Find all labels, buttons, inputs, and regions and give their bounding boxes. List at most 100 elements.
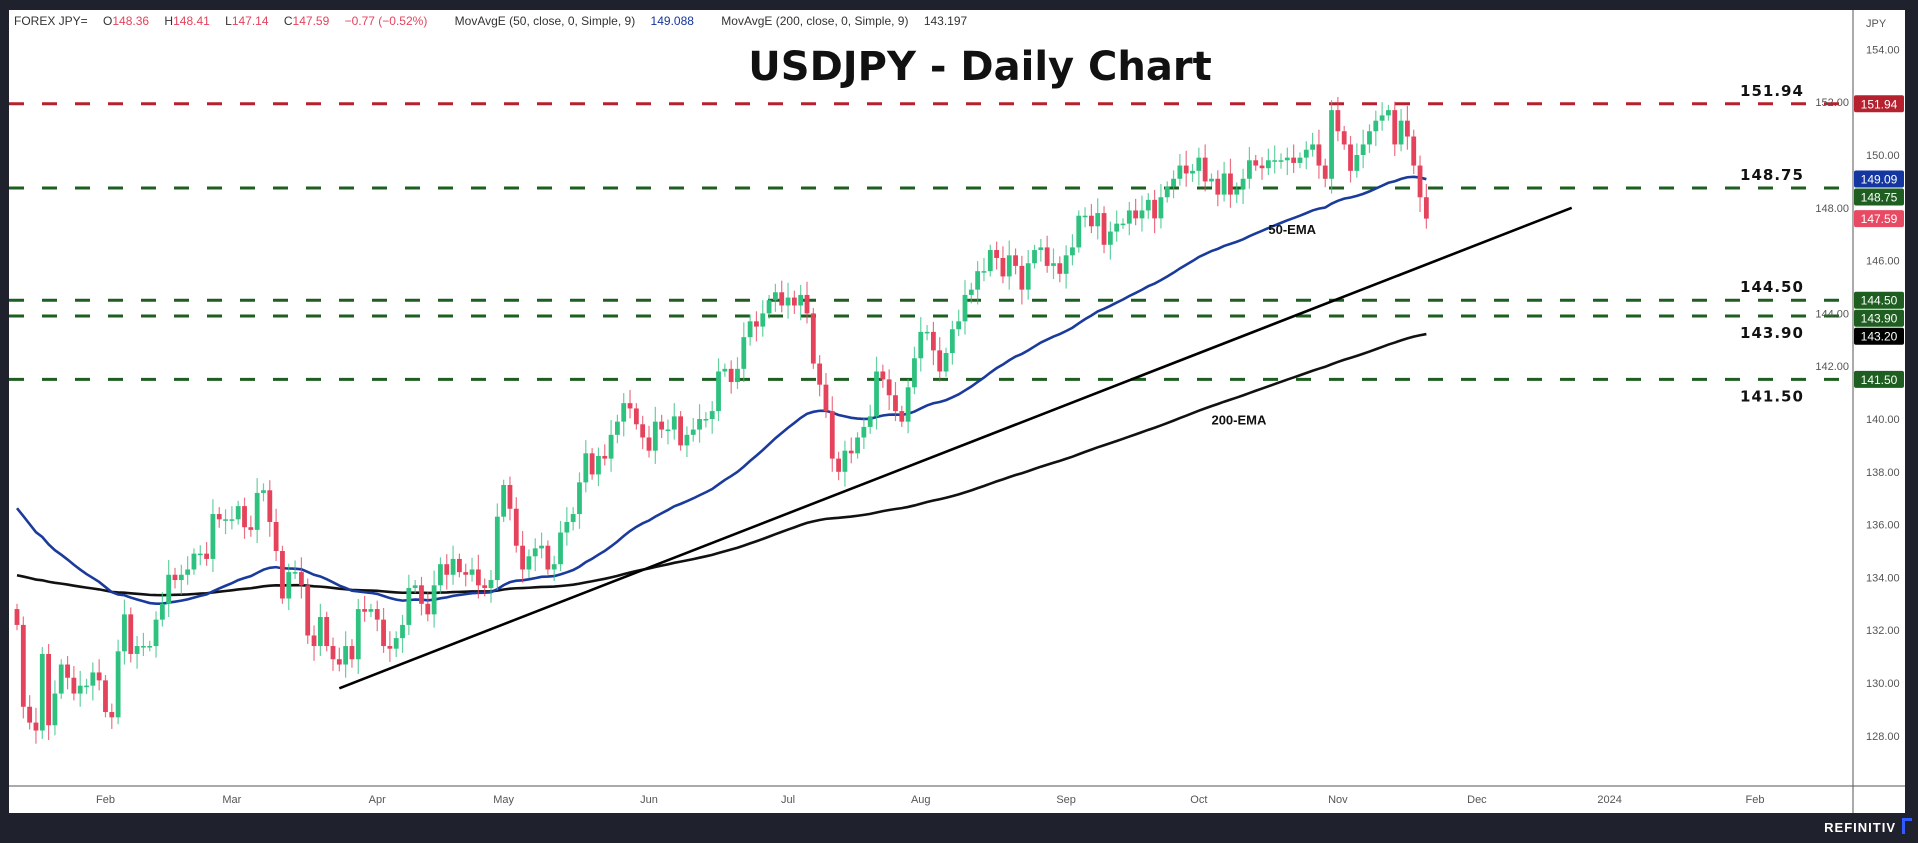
candle-down xyxy=(823,384,829,412)
y-tick-label: 154.00 xyxy=(1866,44,1900,56)
candle-up xyxy=(406,587,412,625)
ma200-label: MovAvgE (200, close, 0, Simple, 9) xyxy=(721,14,909,28)
candle-up xyxy=(968,289,974,295)
y-tick-label: 144.00 xyxy=(1815,308,1849,320)
candle-up xyxy=(987,250,993,272)
candle-up xyxy=(905,387,911,422)
candle-up xyxy=(722,368,728,372)
candle-down xyxy=(280,551,285,599)
candle-down xyxy=(886,379,892,396)
candle-down xyxy=(931,331,936,351)
candle-down xyxy=(1341,131,1347,145)
candle-down xyxy=(545,545,551,570)
low-label: L xyxy=(225,14,232,28)
candle-up xyxy=(1379,115,1385,121)
candle-down xyxy=(71,677,77,694)
price-tag xyxy=(1854,170,1904,188)
high-value: 148.41 xyxy=(173,14,210,28)
candle-up xyxy=(450,558,456,575)
y-tick-label: 142.00 xyxy=(1815,361,1849,373)
candle-up xyxy=(185,569,191,575)
candle-up xyxy=(191,553,197,570)
candle-down xyxy=(728,368,734,383)
candle-up xyxy=(981,271,987,273)
level-label: 141.50 xyxy=(1740,387,1804,405)
candle-up xyxy=(1240,178,1246,190)
candle-down xyxy=(204,553,209,559)
candle-up xyxy=(115,651,121,718)
candle-up xyxy=(690,429,696,435)
candle-up xyxy=(703,419,709,421)
candle-down xyxy=(754,321,759,327)
candle-up xyxy=(1310,144,1315,150)
y-tick-label: 136.00 xyxy=(1866,520,1900,532)
candle-up xyxy=(317,617,323,647)
ma50-value: 149.088 xyxy=(650,14,694,28)
candle-down xyxy=(349,646,355,660)
candle-down xyxy=(46,653,51,726)
candle-up xyxy=(861,426,867,438)
level-label: 143.90 xyxy=(1740,324,1804,342)
candle-up xyxy=(223,519,228,521)
price-tag xyxy=(1854,309,1904,327)
close-label: C xyxy=(283,14,293,28)
candle-up xyxy=(1221,173,1227,195)
x-tick-label: Oct xyxy=(1190,794,1207,806)
candle-up xyxy=(855,437,860,454)
candle-down xyxy=(362,609,367,612)
candle-up xyxy=(583,453,589,483)
candle-down xyxy=(463,572,469,575)
candle-up xyxy=(773,292,778,301)
candle-down xyxy=(425,603,431,615)
candle-up xyxy=(229,519,235,521)
candle-down xyxy=(1411,136,1417,166)
candle-up xyxy=(39,653,45,731)
candle-down xyxy=(128,614,134,654)
x-tick-label: Feb xyxy=(1746,794,1765,806)
candle-up xyxy=(178,574,184,581)
candle-down xyxy=(817,363,823,385)
candle-up xyxy=(58,664,64,694)
candle-down xyxy=(646,437,652,451)
candle-down xyxy=(267,490,273,522)
ma200-value: 143.197 xyxy=(923,14,968,28)
y-tick-label: 140.00 xyxy=(1866,414,1900,426)
open-value: 148.36 xyxy=(112,14,150,28)
candle-down xyxy=(937,350,943,372)
candle-up xyxy=(292,572,298,574)
candle-down xyxy=(27,706,33,723)
candle-up xyxy=(343,646,349,665)
y-tick-label: 132.00 xyxy=(1866,625,1900,637)
candle-up xyxy=(716,371,721,412)
candle-down xyxy=(299,572,304,586)
candle-up xyxy=(1082,215,1088,218)
annotation-label: 50-EMA xyxy=(1268,222,1316,237)
candle-up xyxy=(368,609,374,612)
candle-down xyxy=(1202,157,1208,182)
candle-up xyxy=(526,556,532,570)
level-label: 151.94 xyxy=(1740,82,1804,100)
chart-title: USDJPY - Daily Chart xyxy=(748,44,1212,90)
candle-down xyxy=(172,574,178,581)
price-tag-label: 141.50 xyxy=(1861,373,1898,387)
price-tag xyxy=(1854,95,1904,113)
candle-down xyxy=(103,680,108,713)
candle-up xyxy=(697,419,702,430)
candle-up xyxy=(596,455,601,475)
candle-down xyxy=(216,514,222,520)
candle-down xyxy=(1392,110,1398,145)
candle-up xyxy=(1329,110,1334,179)
candle-up xyxy=(52,693,58,726)
candle-down xyxy=(507,485,513,509)
candle-up xyxy=(488,580,494,588)
candle-up xyxy=(90,672,96,686)
x-tick-label: Aug xyxy=(911,794,931,806)
candle-up xyxy=(1354,155,1360,171)
candle-down xyxy=(1417,165,1423,198)
price-tag xyxy=(1854,291,1904,309)
candle-down xyxy=(475,569,481,586)
x-tick-label: Feb xyxy=(96,794,115,806)
candle-up xyxy=(166,574,172,604)
candle-up xyxy=(122,614,127,652)
